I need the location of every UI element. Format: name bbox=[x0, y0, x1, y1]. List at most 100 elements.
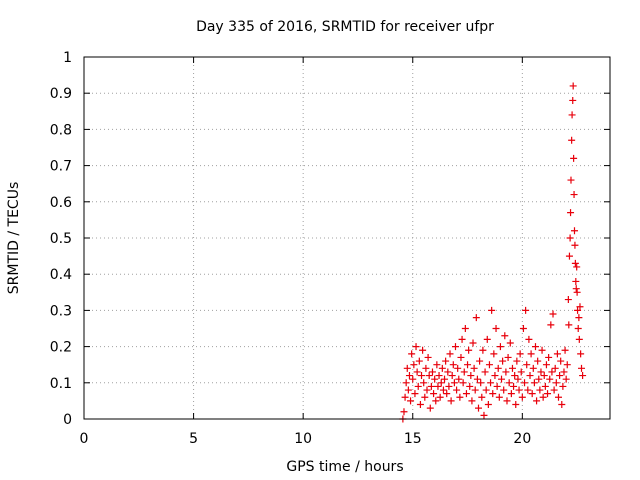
data-point bbox=[411, 390, 419, 398]
data-point bbox=[428, 368, 436, 376]
data-point bbox=[441, 375, 449, 383]
x-tick-label: 10 bbox=[294, 431, 312, 447]
x-tick-label: 20 bbox=[513, 431, 531, 447]
data-point bbox=[492, 325, 500, 332]
data-point bbox=[409, 375, 417, 383]
data-point bbox=[401, 393, 409, 401]
data-point bbox=[447, 397, 455, 405]
grid bbox=[84, 57, 610, 419]
x-axis: 0 5 10 15 20 bbox=[80, 57, 531, 447]
data-point bbox=[572, 277, 580, 285]
data-point bbox=[549, 310, 557, 318]
data-point bbox=[457, 353, 465, 361]
data-point bbox=[530, 379, 538, 387]
x-tick-label: 15 bbox=[404, 431, 422, 447]
data-point bbox=[571, 241, 579, 249]
x-tick-label: 5 bbox=[189, 431, 198, 447]
data-point bbox=[534, 357, 542, 365]
data-point bbox=[502, 368, 510, 376]
data-point bbox=[425, 372, 433, 380]
data-point bbox=[467, 372, 475, 380]
data-point bbox=[424, 353, 432, 361]
data-point bbox=[403, 364, 411, 372]
plot-frame bbox=[83, 56, 611, 420]
data-point bbox=[552, 379, 560, 387]
data-point bbox=[567, 176, 575, 184]
data-point bbox=[410, 361, 418, 369]
data-point bbox=[480, 411, 488, 419]
data-point bbox=[515, 386, 523, 394]
data-point bbox=[478, 393, 486, 401]
data-point bbox=[561, 346, 569, 354]
data-point bbox=[576, 303, 584, 311]
data-point bbox=[547, 321, 555, 329]
data-point bbox=[568, 111, 576, 119]
data-point bbox=[546, 375, 554, 383]
data-point bbox=[562, 375, 570, 383]
data-point bbox=[565, 252, 573, 260]
data-points bbox=[399, 82, 587, 423]
data-point bbox=[485, 361, 493, 369]
data-point bbox=[506, 339, 514, 347]
data-point bbox=[405, 372, 413, 380]
data-point bbox=[453, 386, 461, 394]
data-point bbox=[446, 350, 454, 358]
data-point bbox=[421, 393, 429, 401]
data-point bbox=[435, 372, 443, 380]
data-point bbox=[527, 350, 535, 358]
data-point bbox=[523, 361, 531, 369]
data-point bbox=[513, 357, 521, 365]
x-axis-label: GPS time / hours bbox=[286, 459, 403, 475]
data-point bbox=[413, 368, 421, 376]
data-point bbox=[448, 372, 456, 380]
data-point bbox=[575, 335, 583, 343]
data-point bbox=[567, 209, 575, 217]
data-point bbox=[407, 397, 415, 405]
y-axis: 0 0.1 0.2 0.3 0.4 0.5 0.6 0.7 0.8 0.9 1 bbox=[50, 50, 610, 428]
y-tick-label: 0.6 bbox=[50, 195, 72, 211]
data-point bbox=[507, 390, 515, 398]
data-point bbox=[570, 227, 578, 235]
data-point bbox=[570, 191, 578, 199]
data-point bbox=[519, 325, 527, 332]
data-point bbox=[500, 386, 508, 394]
data-point bbox=[573, 263, 581, 271]
data-point bbox=[535, 375, 543, 383]
data-point bbox=[462, 390, 470, 398]
data-point bbox=[556, 372, 564, 380]
data-point bbox=[511, 372, 519, 380]
data-point bbox=[444, 368, 452, 376]
data-point bbox=[427, 382, 435, 390]
data-point bbox=[472, 314, 480, 322]
data-point bbox=[404, 386, 412, 394]
data-point bbox=[551, 364, 559, 372]
data-point bbox=[465, 346, 473, 354]
data-point bbox=[468, 397, 476, 405]
data-point bbox=[505, 379, 513, 387]
data-point bbox=[475, 404, 482, 412]
data-point bbox=[456, 393, 464, 401]
y-tick-label: 1 bbox=[63, 50, 72, 66]
data-point bbox=[416, 401, 424, 409]
data-point bbox=[412, 343, 420, 351]
data-point bbox=[458, 335, 466, 343]
data-point bbox=[540, 372, 548, 380]
data-point bbox=[574, 306, 582, 314]
data-point bbox=[489, 390, 497, 398]
data-point bbox=[572, 285, 580, 293]
data-point bbox=[569, 82, 577, 90]
data-point bbox=[450, 379, 458, 387]
y-tick-label: 0 bbox=[63, 412, 72, 428]
data-point bbox=[488, 306, 496, 314]
data-point bbox=[426, 404, 434, 412]
data-point bbox=[550, 386, 558, 394]
data-point bbox=[539, 393, 547, 401]
data-point bbox=[529, 364, 537, 372]
data-point bbox=[402, 379, 410, 387]
data-point bbox=[577, 350, 585, 358]
data-point bbox=[559, 382, 567, 390]
data-point bbox=[473, 375, 481, 383]
data-point bbox=[548, 368, 556, 376]
data-point bbox=[531, 343, 539, 351]
data-point bbox=[578, 364, 586, 372]
